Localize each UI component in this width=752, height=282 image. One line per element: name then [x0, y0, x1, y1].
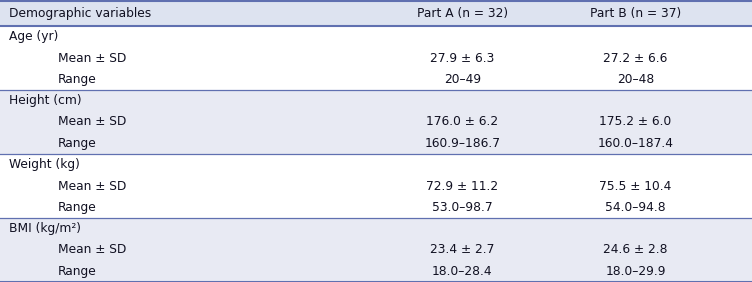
- Text: Range: Range: [58, 137, 97, 150]
- Bar: [0, 26, 752, 47]
- Text: Mean ± SD: Mean ± SD: [58, 116, 126, 129]
- Text: 53.0–98.7: 53.0–98.7: [432, 201, 493, 214]
- Text: 20–49: 20–49: [444, 73, 481, 86]
- Text: 176.0 ± 6.2: 176.0 ± 6.2: [426, 116, 499, 129]
- Text: 18.0–29.9: 18.0–29.9: [605, 265, 666, 278]
- Text: Range: Range: [58, 201, 97, 214]
- Text: 72.9 ± 11.2: 72.9 ± 11.2: [426, 180, 499, 193]
- Text: Age (yr): Age (yr): [9, 30, 59, 43]
- Text: Mean ± SD: Mean ± SD: [58, 180, 126, 193]
- Text: Mean ± SD: Mean ± SD: [58, 52, 126, 65]
- Text: Part A (n = 32): Part A (n = 32): [417, 6, 508, 19]
- Text: 54.0–94.8: 54.0–94.8: [605, 201, 666, 214]
- Text: Range: Range: [58, 265, 97, 278]
- Text: 160.9–186.7: 160.9–186.7: [424, 137, 501, 150]
- Text: Height (cm): Height (cm): [9, 94, 82, 107]
- Text: 18.0–28.4: 18.0–28.4: [432, 265, 493, 278]
- Bar: [0, 197, 752, 218]
- Bar: [0, 239, 752, 261]
- Bar: [0, 261, 752, 282]
- Text: 27.2 ± 6.6: 27.2 ± 6.6: [603, 52, 668, 65]
- Bar: [0, 69, 752, 90]
- Text: 175.2 ± 6.0: 175.2 ± 6.0: [599, 116, 672, 129]
- Text: 24.6 ± 2.8: 24.6 ± 2.8: [603, 243, 668, 257]
- Text: Weight (kg): Weight (kg): [9, 158, 80, 171]
- Text: BMI (kg/m²): BMI (kg/m²): [9, 222, 81, 235]
- Text: 20–48: 20–48: [617, 73, 654, 86]
- Text: Part B (n = 37): Part B (n = 37): [590, 6, 681, 19]
- Bar: [0, 111, 752, 133]
- Text: 27.9 ± 6.3: 27.9 ± 6.3: [430, 52, 495, 65]
- Text: 75.5 ± 10.4: 75.5 ± 10.4: [599, 180, 672, 193]
- Bar: [0, 175, 752, 197]
- Text: Mean ± SD: Mean ± SD: [58, 243, 126, 257]
- Bar: [0, 154, 752, 175]
- Text: Demographic variables: Demographic variables: [9, 6, 151, 19]
- Bar: [0, 0, 752, 26]
- Text: 160.0–187.4: 160.0–187.4: [597, 137, 674, 150]
- Bar: [0, 218, 752, 239]
- Bar: [0, 90, 752, 111]
- Bar: [0, 133, 752, 154]
- Bar: [0, 47, 752, 69]
- Text: 23.4 ± 2.7: 23.4 ± 2.7: [430, 243, 495, 257]
- Text: Range: Range: [58, 73, 97, 86]
